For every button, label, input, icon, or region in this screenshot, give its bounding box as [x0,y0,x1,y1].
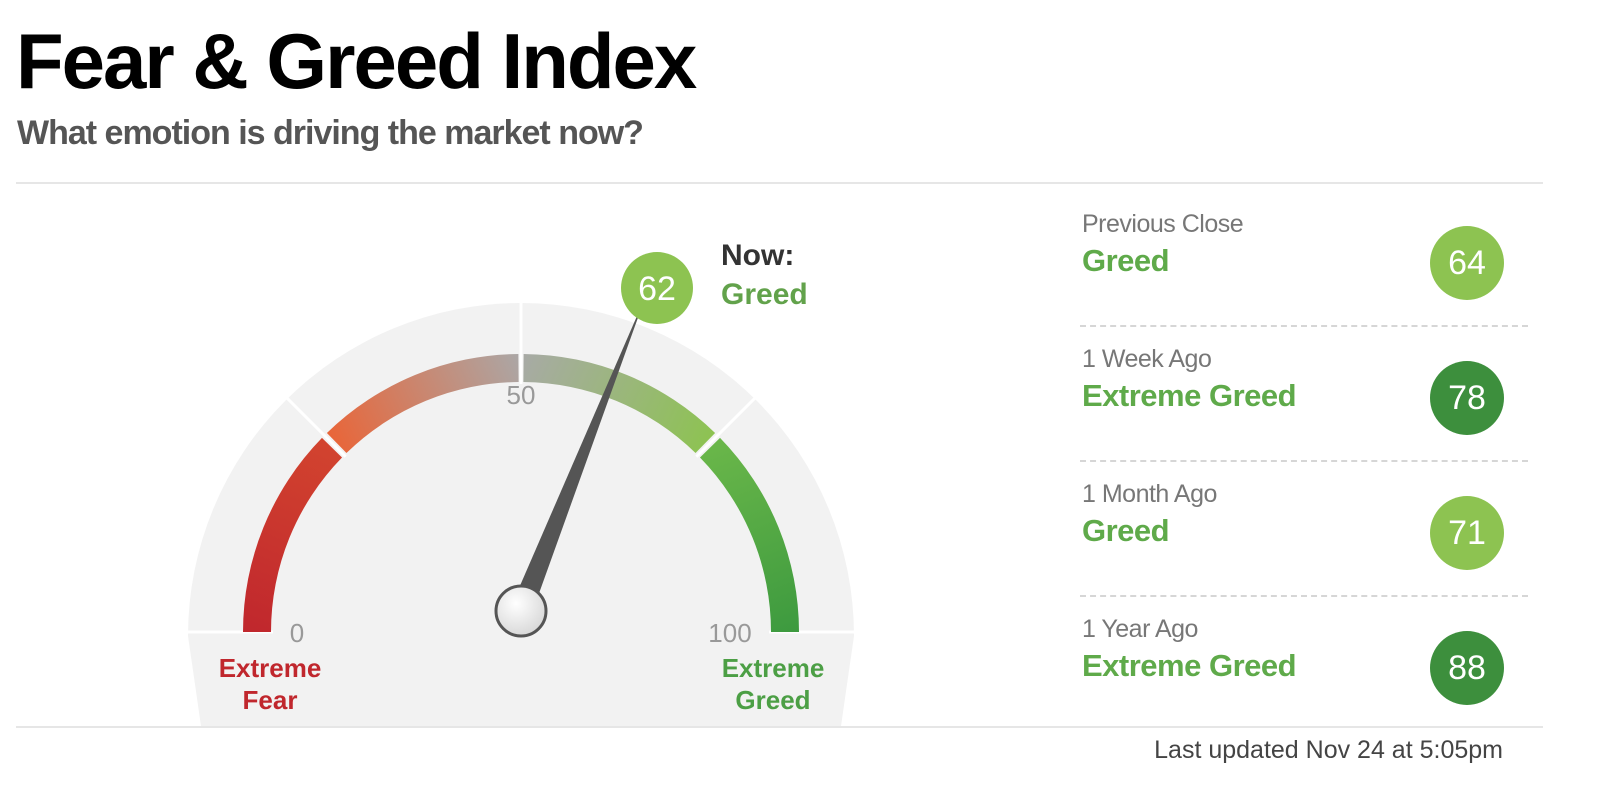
gauge-panel: 0 50 100 Extreme Fear Extreme Greed 62 N… [185,239,857,726]
extreme-greed-caption-line2: Greed [735,685,810,715]
arc-extreme-greed [699,437,799,632]
fear-greed-gauge: 0 50 100 Extreme Fear Extreme Greed 62 [185,252,857,726]
gauge-background-disc [188,303,854,726]
extreme-fear-caption-line1: Extreme [219,653,322,683]
history-label: 1 Month Ago [1082,480,1217,508]
gauge-zone-dividers [185,296,857,634]
history-rating: Extreme Greed [1082,648,1297,683]
scale-label-0: 0 [290,618,304,648]
current-value-text: 62 [638,270,676,308]
scale-label-50: 50 [507,380,536,410]
top-divider [16,182,1543,184]
history-value-badge: 71 [1430,496,1504,570]
gauge-background [188,303,854,726]
last-updated: Last updated Nov 24 at 5:05pm [1154,736,1503,764]
history-item-previous-close: Previous Close Greed 64 [1080,192,1530,327]
gauge-needle-hub [494,584,548,638]
history-value-badge: 88 [1430,631,1504,705]
history-rating: Extreme Greed [1082,378,1297,413]
current-value-bubble [621,252,693,324]
gauge-needle [510,294,647,616]
history-value-badge: 78 [1430,361,1504,435]
history-separator [1080,595,1528,597]
history-item-1-month-ago: 1 Month Ago Greed 71 [1080,462,1530,597]
extreme-greed-caption-line1: Extreme [722,653,825,683]
history-label: 1 Year Ago [1082,615,1198,643]
page-subtitle: What emotion is driving the market now? [17,114,644,152]
zone-divider-75 [695,393,760,458]
history-item-1-year-ago: 1 Year Ago Extreme Greed 88 [1080,597,1530,732]
extreme-fear-caption-line2: Fear [243,685,298,715]
arc-extreme-fear [243,437,343,632]
scale-label-100: 100 [708,618,751,648]
arc-greed [523,354,716,454]
bottom-divider [16,726,1543,728]
history-value-badge: 64 [1430,226,1504,300]
page-title: Fear & Greed Index [16,17,697,105]
history-separator [1080,325,1528,327]
history-separator [1080,460,1528,462]
history-rating: Greed [1082,513,1170,548]
history-item-1-week-ago: 1 Week Ago Extreme Greed 78 [1080,327,1530,462]
arc-fear [326,354,519,454]
history-label: 1 Week Ago [1082,345,1212,373]
zone-divider-25 [282,393,347,458]
history-label: Previous Close [1082,210,1244,238]
now-label: Now: [721,239,795,272]
history-rating: Greed [1082,243,1170,278]
now-rating: Greed [721,278,808,311]
gauge-arc-bands [243,354,799,632]
